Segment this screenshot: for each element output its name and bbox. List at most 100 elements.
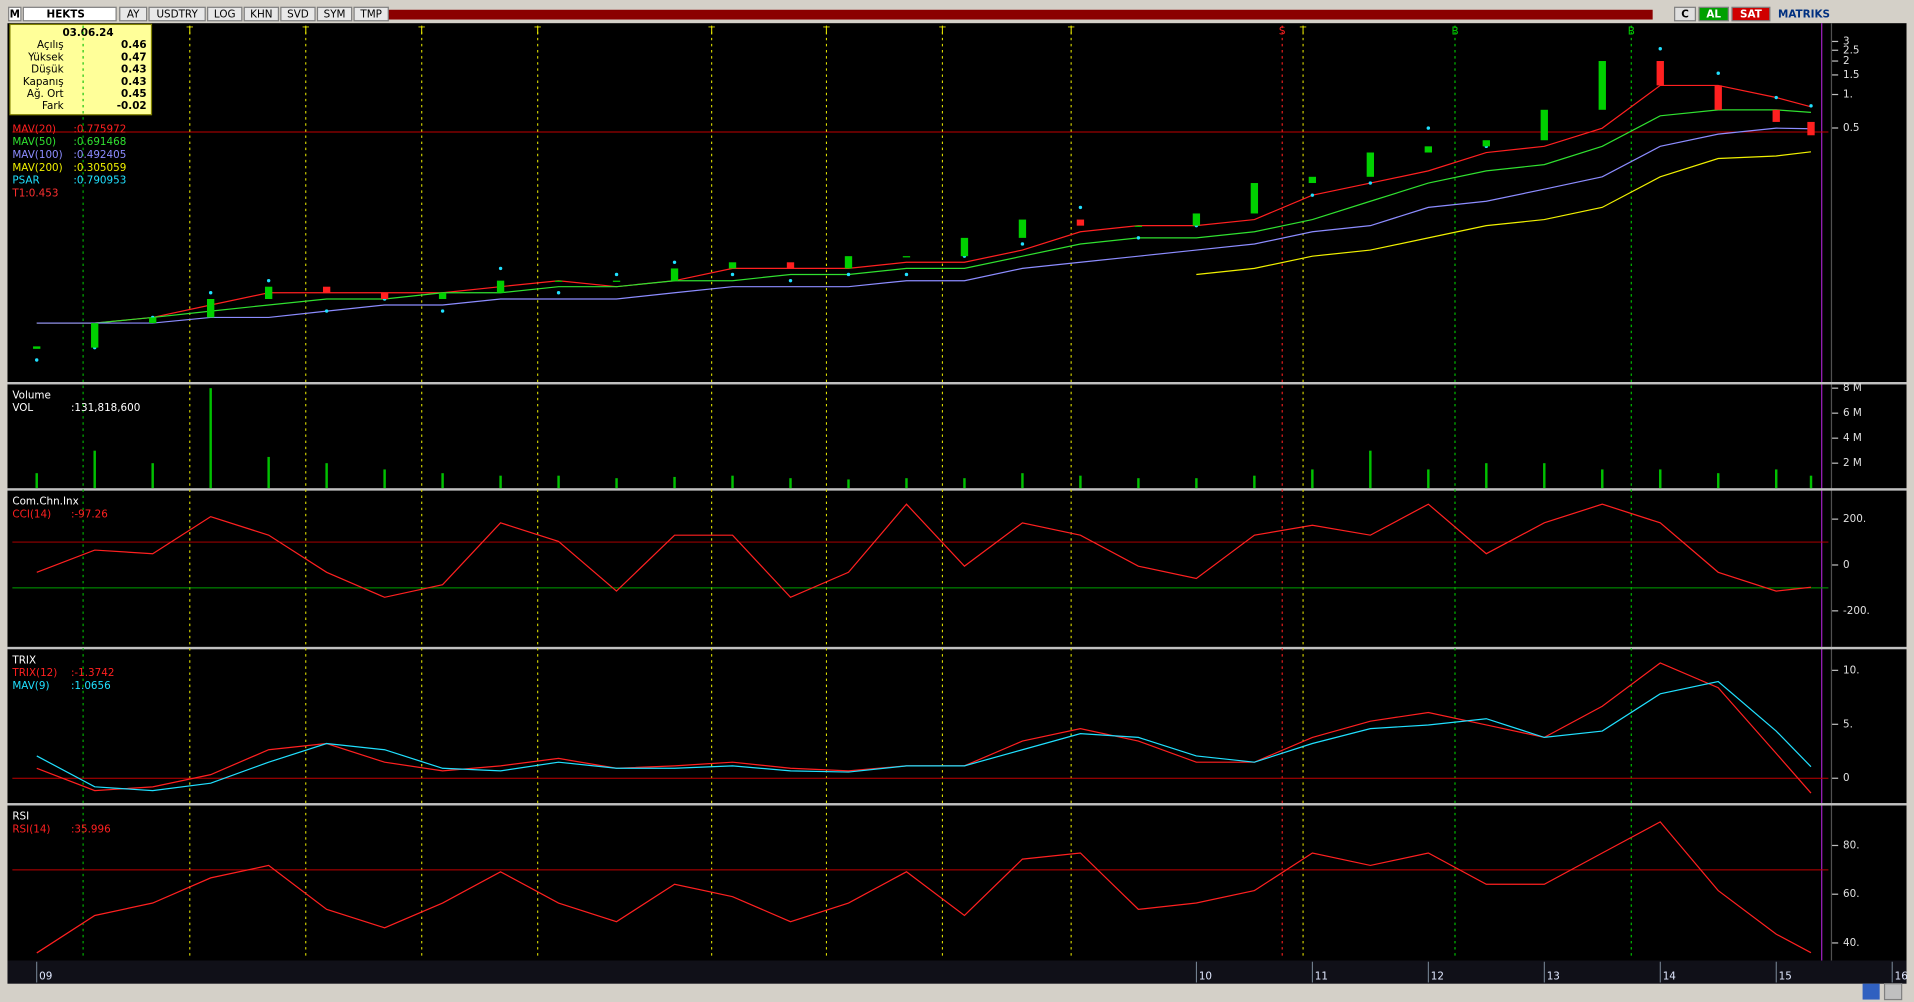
psar-dot bbox=[556, 291, 561, 295]
y-tick-label: 60. bbox=[1843, 888, 1859, 900]
candle bbox=[322, 286, 331, 293]
y-tick-label: 1.5 bbox=[1843, 69, 1859, 81]
info-label: Açılış bbox=[37, 39, 64, 51]
candle bbox=[1134, 225, 1143, 227]
signal-label: T bbox=[1299, 26, 1307, 38]
scroll-button[interactable] bbox=[1862, 983, 1880, 1000]
volume-bar bbox=[209, 388, 212, 489]
y-tick-label: 3 bbox=[1843, 35, 1850, 47]
x-tick-label: 11 bbox=[1315, 970, 1328, 982]
brand: MATRIKS bbox=[1778, 9, 1830, 21]
volume-bar bbox=[1717, 473, 1720, 489]
volume-bar bbox=[615, 478, 618, 489]
annotation: T1:0.453 bbox=[11, 187, 58, 199]
signal-label: B bbox=[1451, 26, 1458, 38]
candle bbox=[1076, 219, 1085, 226]
toolbar-button[interactable] bbox=[353, 6, 389, 22]
symbol-box[interactable] bbox=[22, 6, 117, 22]
series-line bbox=[36, 127, 1811, 324]
volume-bar bbox=[1195, 478, 1198, 489]
toolbar-button[interactable] bbox=[207, 6, 243, 22]
series-line bbox=[36, 109, 1812, 324]
candle bbox=[1424, 146, 1432, 153]
candle bbox=[1366, 152, 1375, 177]
toolbar-button-label: KHN bbox=[250, 9, 272, 21]
panel-title: Com.Chn.Inx bbox=[12, 496, 78, 508]
x-tick-label: 09 bbox=[39, 970, 52, 982]
y-tick-label: 0.5 bbox=[1843, 122, 1859, 134]
volume-bar bbox=[383, 469, 386, 489]
volume-bar bbox=[325, 463, 328, 489]
logo: M bbox=[10, 9, 20, 21]
toolbar-button[interactable] bbox=[148, 6, 206, 22]
volume-bar bbox=[1021, 473, 1024, 489]
info-value: 0.45 bbox=[121, 88, 147, 100]
legend-readout: :1.0656 bbox=[71, 680, 111, 692]
toolbar-button[interactable] bbox=[316, 6, 353, 22]
psar-dot bbox=[324, 309, 329, 313]
y-tick-label: -200. bbox=[1843, 605, 1870, 617]
toolbar-button[interactable] bbox=[243, 6, 280, 22]
y-tick-label: 200. bbox=[1843, 513, 1866, 525]
legend-name: MAV(50) bbox=[12, 136, 56, 148]
psar-dot bbox=[614, 272, 619, 277]
volume-bar bbox=[1659, 469, 1662, 489]
toolbar-button[interactable] bbox=[119, 6, 148, 22]
legend-name: MAV(9) bbox=[12, 680, 49, 692]
signal-label: T bbox=[186, 26, 194, 38]
candle bbox=[1598, 61, 1606, 110]
candle bbox=[264, 286, 273, 299]
legend-name: CCI(14) bbox=[12, 508, 51, 520]
info-value: 0.47 bbox=[121, 51, 147, 63]
volume-bar bbox=[151, 463, 154, 489]
volume-bar bbox=[1253, 475, 1256, 489]
candle bbox=[554, 280, 563, 282]
info-value: 0.46 bbox=[121, 39, 147, 51]
candle bbox=[728, 262, 737, 269]
panel-separator bbox=[7, 803, 1907, 806]
info-label: Düşük bbox=[31, 64, 64, 76]
legend-name: MAV(100) bbox=[12, 149, 62, 161]
volume-bar bbox=[1809, 475, 1813, 489]
candle bbox=[1192, 213, 1201, 226]
toolbar-button[interactable] bbox=[1674, 6, 1696, 22]
candle bbox=[1018, 219, 1027, 238]
candle bbox=[902, 256, 911, 258]
legend-name: PSAR bbox=[12, 175, 39, 187]
volume-bar bbox=[1427, 469, 1430, 489]
volume-bar bbox=[1543, 463, 1546, 489]
candle bbox=[960, 237, 969, 257]
legend-name: MAV(20) bbox=[12, 123, 56, 135]
volume-bar bbox=[1775, 469, 1778, 489]
psar-dot bbox=[1020, 242, 1025, 246]
info-value: -0.02 bbox=[117, 100, 147, 112]
legend-readout: :0.691468 bbox=[73, 136, 126, 148]
panel-separator bbox=[7, 646, 1907, 650]
toolbar-button[interactable] bbox=[280, 6, 316, 22]
legend-name: RSI(14) bbox=[12, 823, 50, 835]
psar-dot bbox=[672, 260, 677, 265]
panel-separator bbox=[7, 382, 1907, 385]
symbol: HEKTS bbox=[47, 9, 85, 21]
psar-dot bbox=[440, 309, 445, 313]
right-axis-border bbox=[1830, 23, 1833, 961]
candle bbox=[1656, 61, 1664, 86]
psar-dot bbox=[1136, 236, 1141, 240]
volume-bar bbox=[847, 479, 850, 489]
psar-dot bbox=[846, 272, 851, 277]
toolbar-button[interactable] bbox=[1698, 6, 1729, 22]
volume-bar bbox=[1079, 475, 1082, 489]
legend-name: MAV(200) bbox=[12, 162, 62, 174]
scroll-button[interactable] bbox=[1883, 983, 1903, 1001]
psar-dot bbox=[788, 278, 793, 283]
legend-readout: :0.492405 bbox=[73, 149, 126, 161]
y-tick-label: 8 M bbox=[1843, 382, 1862, 394]
panel-title: TRIX bbox=[11, 654, 36, 666]
volume-bar bbox=[267, 456, 270, 489]
time-axis-strip bbox=[7, 960, 1907, 984]
info-label: Ağ. Ort bbox=[27, 88, 64, 100]
signal-label: T bbox=[302, 26, 310, 38]
toolbar-button[interactable] bbox=[1731, 6, 1771, 22]
y-tick-label: 2 M bbox=[1843, 457, 1862, 469]
